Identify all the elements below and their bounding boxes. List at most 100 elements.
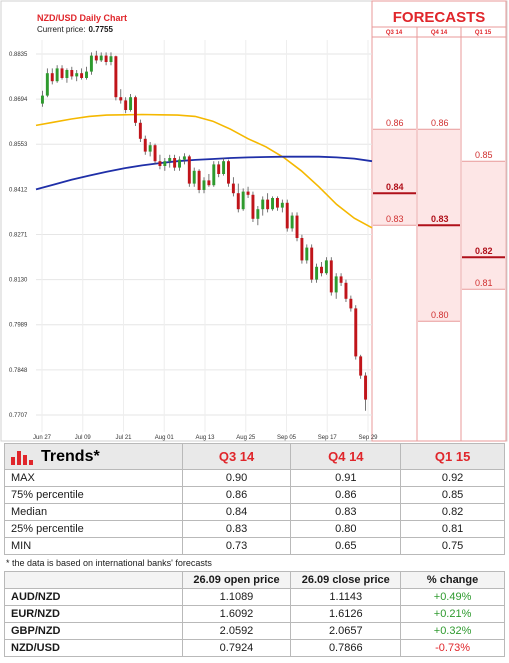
candle-body (300, 238, 304, 261)
candle-body (124, 100, 128, 110)
forecast-range-band (373, 129, 416, 226)
cell-value: 0.90 (181, 469, 292, 487)
y-tick-label: 0.7848 (9, 368, 28, 374)
candle-body (256, 209, 260, 219)
candle-body (217, 164, 221, 174)
trends-col-header: Q1 15 (400, 443, 505, 470)
cell-value: 0.80 (290, 520, 402, 538)
candle-body (138, 122, 142, 139)
y-tick-label: 0.7989 (9, 323, 28, 329)
y-tick-label: 0.8694 (9, 97, 28, 103)
y-tick-label: 0.8412 (9, 187, 28, 193)
prices-col-header: 26.09 close price (290, 571, 402, 589)
candle-body (315, 266, 319, 280)
trends-col-header: Q3 14 (181, 443, 292, 470)
candle-body (119, 97, 123, 101)
x-tick-label: Aug 13 (195, 435, 215, 441)
trends-title-cell: Trends* (4, 443, 183, 470)
cell-value: 0.81 (400, 520, 505, 538)
trends-footnote: * the data is based on international ban… (6, 558, 212, 568)
y-tick-label: 0.8271 (9, 232, 28, 238)
forecast-level-label: 0.82 (475, 246, 493, 256)
forecast-panel-title: FORECASTS (393, 9, 486, 26)
candle-body (344, 282, 348, 299)
current-price-value: 0.7755 (88, 25, 113, 34)
row-label: MAX (4, 469, 183, 487)
candle-body (163, 161, 167, 166)
close-price: 2.0657 (290, 622, 402, 640)
candle-body (60, 68, 64, 78)
trends-row: MIN 0.73 0.65 0.75 (4, 537, 505, 555)
candle-body (40, 95, 44, 104)
candle-body (339, 276, 343, 283)
cell-value: 0.75 (400, 537, 505, 555)
candle-body (364, 375, 368, 400)
candle-body (89, 55, 93, 72)
trends-row: 75% percentile 0.86 0.86 0.85 (4, 486, 505, 504)
cell-value: 0.84 (181, 503, 292, 521)
row-label: MIN (4, 537, 183, 555)
forecast-col-q4: Q4 14 (431, 30, 448, 36)
x-tick-label: Jul 21 (115, 435, 132, 441)
percent-change: +0.49% (400, 588, 505, 606)
prices-row: EUR/NZD 1.6092 1.6126 +0.21% (4, 605, 505, 623)
y-tick-label: 0.8553 (9, 142, 28, 148)
open-price: 1.6092 (181, 605, 292, 623)
percent-change: +0.21% (400, 605, 505, 623)
prices-row: NZD/USD 0.7924 0.7866 -0.73% (4, 639, 505, 657)
x-tick-label: Aug 01 (155, 435, 175, 441)
forecast-col-q1: Q1 15 (475, 30, 492, 36)
x-tick-label: Jul 09 (75, 435, 92, 441)
candle-body (50, 73, 54, 82)
prices-col-header: 26.09 open price (181, 571, 292, 589)
y-tick-label: 0.8835 (9, 52, 28, 58)
candle-body (251, 194, 255, 219)
candle-body (246, 191, 250, 195)
prices-header-row: 26.09 open price 26.09 close price % cha… (4, 571, 505, 589)
forecast-marks: 0.86 0.84 0.83 0.86 0.83 0.80 0.85 0.82 0.81 (373, 118, 505, 322)
trends-header-row: Trends* Q3 14 Q4 14 Q1 15 (4, 443, 505, 470)
trends-col-header: Q4 14 (290, 443, 402, 470)
candle-body (354, 308, 358, 357)
currency-pair: AUD/NZD (4, 588, 183, 606)
candle-body (133, 97, 137, 123)
candle-body (187, 156, 191, 184)
currency-pair: NZD/USD (4, 639, 183, 657)
trends-row: Median 0.84 0.83 0.82 (4, 503, 505, 521)
x-tick-label: Sep 17 (318, 435, 338, 441)
cell-value: 0.73 (181, 537, 292, 555)
candle-body (261, 199, 265, 210)
candle-body (153, 145, 157, 162)
candle-body (148, 145, 152, 152)
prices-row: GBP/NZD 2.0592 2.0657 +0.32% (4, 622, 505, 640)
candle-body (182, 156, 186, 160)
prices-table: 26.09 open price 26.09 close price % cha… (4, 571, 505, 657)
x-axis-ticks: Jun 27 Jul 09 Jul 21 Aug 01 Aug 13 Aug 25 Sep … (33, 435, 378, 441)
candle-body (104, 55, 108, 62)
currency-pair: EUR/NZD (4, 605, 183, 623)
row-label: 75% percentile (4, 486, 183, 504)
candle-body (80, 73, 84, 78)
candle-body (65, 70, 69, 78)
moving-average-short-line (35, 113, 373, 229)
cell-value: 0.83 (181, 520, 292, 538)
forecast-level-label: 0.86 (386, 118, 404, 128)
forecast-level-label: 0.84 (386, 182, 404, 192)
prices-row: AUD/NZD 1.1089 1.1143 +0.49% (4, 588, 505, 606)
row-label: 25% percentile (4, 520, 183, 538)
candle-body (173, 158, 177, 168)
moving-average-long-line (35, 155, 373, 191)
candle-body (85, 71, 88, 78)
nzdusd-chart: FORECASTS Q3 14 Q4 14 Q1 15 0.8835 0.8694… (0, 0, 508, 442)
candle-body (109, 56, 113, 62)
open-price: 2.0592 (181, 622, 292, 640)
current-price-label: Current price: (37, 25, 85, 34)
close-price: 1.6126 (290, 605, 402, 623)
candlesticks (40, 50, 368, 411)
cell-value: 0.92 (400, 469, 505, 487)
candle-body (275, 198, 279, 208)
candle-body (75, 73, 79, 77)
y-tick-label: 0.7707 (9, 413, 28, 419)
x-tick-label: Sep 05 (277, 435, 297, 441)
candle-body (70, 70, 74, 77)
